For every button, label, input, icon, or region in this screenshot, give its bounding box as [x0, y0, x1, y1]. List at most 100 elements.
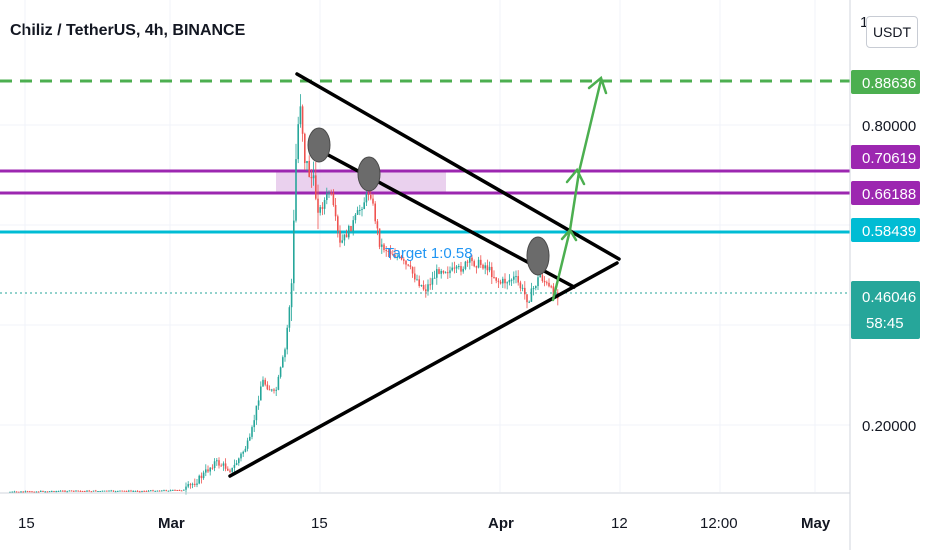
candle-body-27 — [68, 490, 71, 492]
pivot-marker-2 — [357, 156, 381, 192]
candle-body-11 — [33, 491, 35, 493]
candle-body-48 — [114, 491, 117, 493]
candle-body-47 — [112, 490, 115, 492]
candle-body-246 — [550, 286, 552, 288]
candle-body-33 — [81, 490, 84, 492]
candle-body-139 — [315, 175, 317, 199]
candle-body-137 — [310, 176, 313, 179]
candle-body-60 — [141, 490, 143, 492]
badge-countdown: 58:45 — [866, 315, 904, 332]
candle-body-89 — [205, 469, 207, 473]
candle-body-163 — [367, 193, 370, 195]
candle-body-159 — [359, 209, 361, 211]
candle-body-164 — [370, 194, 372, 199]
candle-body-201 — [451, 267, 453, 271]
candle-body-122 — [277, 376, 280, 390]
candle-body-91 — [209, 467, 211, 472]
candle-body-51 — [121, 490, 123, 492]
candle-body-205 — [460, 266, 462, 272]
candle-body-179 — [403, 259, 405, 261]
candle-body-58 — [136, 490, 139, 492]
candle-body-211 — [473, 261, 475, 267]
candle-body-35 — [86, 490, 88, 492]
candle-body-31 — [77, 490, 79, 492]
candle-body-145 — [328, 192, 330, 194]
candle-body-136 — [308, 160, 310, 177]
candle-body-219 — [491, 266, 493, 278]
candle-body-72 — [167, 490, 170, 492]
candle-body-225 — [504, 278, 506, 284]
candle-body-45 — [108, 490, 110, 492]
candle-body-224 — [502, 278, 504, 284]
candle-body-17 — [46, 491, 49, 493]
candle-body-202 — [453, 267, 456, 269]
candle-body-182 — [409, 265, 412, 267]
candle-body-186 — [418, 279, 420, 286]
candle-body-242 — [541, 275, 544, 282]
candle-body-71 — [165, 490, 167, 492]
candle-body-156 — [352, 220, 354, 232]
grid — [0, 0, 850, 492]
candle-body-61 — [143, 490, 145, 492]
candle-body-158 — [356, 210, 359, 215]
candle-body-247 — [552, 286, 555, 296]
candle-body-40 — [97, 490, 99, 492]
candle-body-187 — [420, 285, 423, 287]
y-tick-2: 0.20000 — [862, 418, 916, 435]
candle-body-198 — [444, 272, 447, 274]
candle-body-28 — [70, 490, 73, 492]
candle-body-109 — [249, 436, 251, 441]
chart-title: Chiliz / TetherUS, 4h, BINANCE — [10, 22, 246, 39]
candle-body-173 — [389, 251, 392, 255]
candle-body-204 — [458, 266, 460, 268]
candle-body-149 — [337, 216, 339, 231]
candle-body-210 — [471, 257, 473, 262]
candle-body-243 — [543, 281, 546, 283]
candle-body-238 — [532, 288, 535, 290]
candle-body-234 — [524, 287, 526, 295]
candle-body-193 — [433, 277, 436, 279]
candle-body-125 — [284, 349, 286, 358]
candle-body-93 — [213, 461, 216, 469]
candle-body-146 — [330, 192, 332, 194]
candle-body-117 — [266, 384, 269, 390]
candle-body-178 — [400, 256, 403, 260]
candle-body-208 — [466, 261, 469, 263]
candle-body-84 — [194, 483, 196, 485]
candle-body-21 — [55, 491, 57, 493]
candle-body-83 — [191, 483, 194, 485]
candle-body-112 — [255, 405, 258, 421]
candle-body-135 — [306, 160, 308, 164]
candle-body-216 — [484, 265, 486, 269]
x-tick-4: Apr — [488, 515, 514, 532]
candle-body-1 — [11, 491, 13, 493]
currency-selector[interactable]: USDT — [866, 16, 918, 48]
candle-body-132 — [299, 106, 302, 125]
candle-body-113 — [257, 400, 260, 406]
candle-body-171 — [385, 250, 387, 252]
candle-body-54 — [128, 490, 130, 492]
candle-body-46 — [110, 490, 112, 492]
candle-body-100 — [229, 470, 231, 472]
candle-body-170 — [383, 244, 385, 251]
candle-body-68 — [158, 490, 161, 492]
candle-body-14 — [40, 490, 42, 492]
triangle-lower-line[interactable] — [228, 261, 619, 478]
x-tick-3: 15 — [311, 515, 328, 532]
candle-body-168 — [378, 228, 381, 247]
candle-body-73 — [169, 490, 172, 492]
candle-body-6 — [22, 491, 24, 493]
candle-body-160 — [361, 209, 363, 211]
x-tick-7: May — [801, 515, 831, 532]
candle-body-141 — [319, 207, 321, 213]
candle-body-134 — [304, 133, 306, 164]
candle-body-221 — [495, 277, 497, 281]
candle-body-103 — [235, 463, 238, 465]
candle-body-13 — [37, 491, 40, 493]
candle-body-118 — [268, 389, 271, 391]
candle-body-222 — [497, 280, 500, 282]
candle-body-37 — [90, 491, 93, 493]
candle-body-232 — [519, 282, 522, 289]
triangle-upper-line[interactable] — [295, 72, 621, 261]
